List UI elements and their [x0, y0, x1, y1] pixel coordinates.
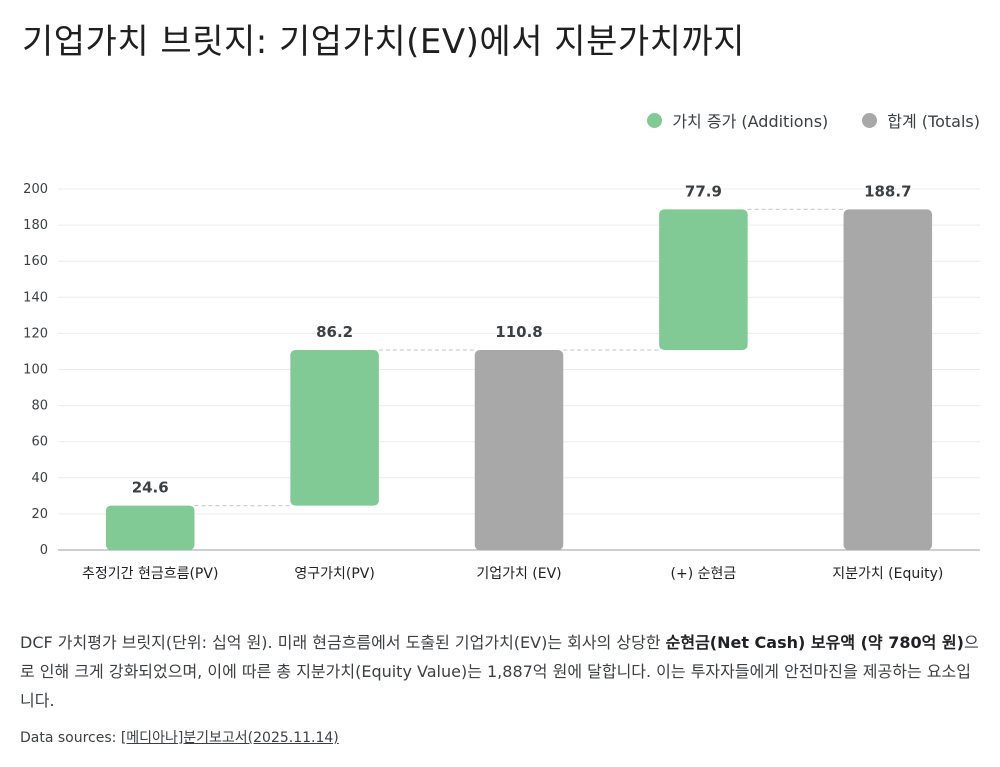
x-category-label: (+) 순현금 — [671, 566, 737, 582]
x-category-label: 지분가치 (Equity) — [832, 566, 943, 582]
bar — [659, 209, 748, 351]
sources-prefix: Data sources: — [20, 730, 121, 746]
y-tick-label: 160 — [23, 254, 48, 269]
y-tick-label: 200 — [23, 182, 48, 197]
legend: 가치 증가 (Additions) 합계 (Totals) — [647, 108, 980, 132]
page-title: 기업가치 브릿지: 기업가치(EV)에서 지분가치까지 — [22, 22, 745, 62]
legend-swatch-totals — [862, 112, 878, 128]
y-tick-label: 180 — [23, 218, 48, 233]
data-label: 77.9 — [685, 182, 722, 200]
y-tick-label: 140 — [23, 290, 48, 305]
y-tick-label: 40 — [31, 471, 48, 486]
bar — [105, 505, 195, 550]
bar — [843, 209, 933, 551]
y-tick-label: 80 — [31, 399, 48, 414]
y-tick-label: 120 — [23, 326, 48, 341]
x-category-label: 영구가치(PV) — [294, 566, 374, 582]
legend-item-totals[interactable]: 합계 (Totals) — [862, 108, 980, 132]
waterfall-chart: 0 20 40 60 80 100 120 140 160 180 200 24.6 86.2 110.8… — [23, 182, 980, 582]
legend-label-additions: 가치 증가 (Additions) — [672, 112, 829, 131]
bar — [290, 350, 379, 506]
legend-item-additions[interactable]: 가치 증가 (Additions) — [647, 108, 828, 132]
data-sources: Data sources: [메디아나]분기보고서(2025.11.14) — [20, 727, 339, 747]
data-label: 110.8 — [495, 323, 542, 341]
description-bold: 순현금(Net Cash) 보유액 (약 780억 원) — [665, 633, 964, 652]
description-text-1: DCF 가치평가 브릿지(단위: 십억 원). 미래 현금흐름에서 도출된 기업… — [20, 633, 666, 652]
legend-swatch-additions — [647, 112, 663, 128]
data-label: 86.2 — [316, 323, 353, 341]
bar — [474, 350, 564, 550]
sources-link[interactable]: [메디아나]분기보고서(2025.11.14) — [120, 730, 339, 746]
x-category-label: 기업가치 (EV) — [476, 566, 561, 582]
data-label: 188.7 — [864, 182, 911, 200]
y-tick-label: 60 — [31, 435, 48, 450]
data-label: 24.6 — [132, 479, 169, 497]
y-tick-label: 100 — [23, 363, 48, 378]
y-tick-label: 20 — [31, 507, 48, 522]
description-text-2: 으로 인해 크게 강화되었으며, 이에 따른 총 지분가치(Equity Val… — [20, 633, 979, 710]
x-category-label: 추정기간 현금흐름(PV) — [82, 566, 218, 582]
y-tick-label: 0 — [40, 543, 48, 558]
chart-description: DCF 가치평가 브릿지(단위: 십억 원). 미래 현금흐름에서 도출된 기업… — [20, 628, 982, 715]
legend-label-totals: 합계 (Totals) — [887, 112, 980, 131]
